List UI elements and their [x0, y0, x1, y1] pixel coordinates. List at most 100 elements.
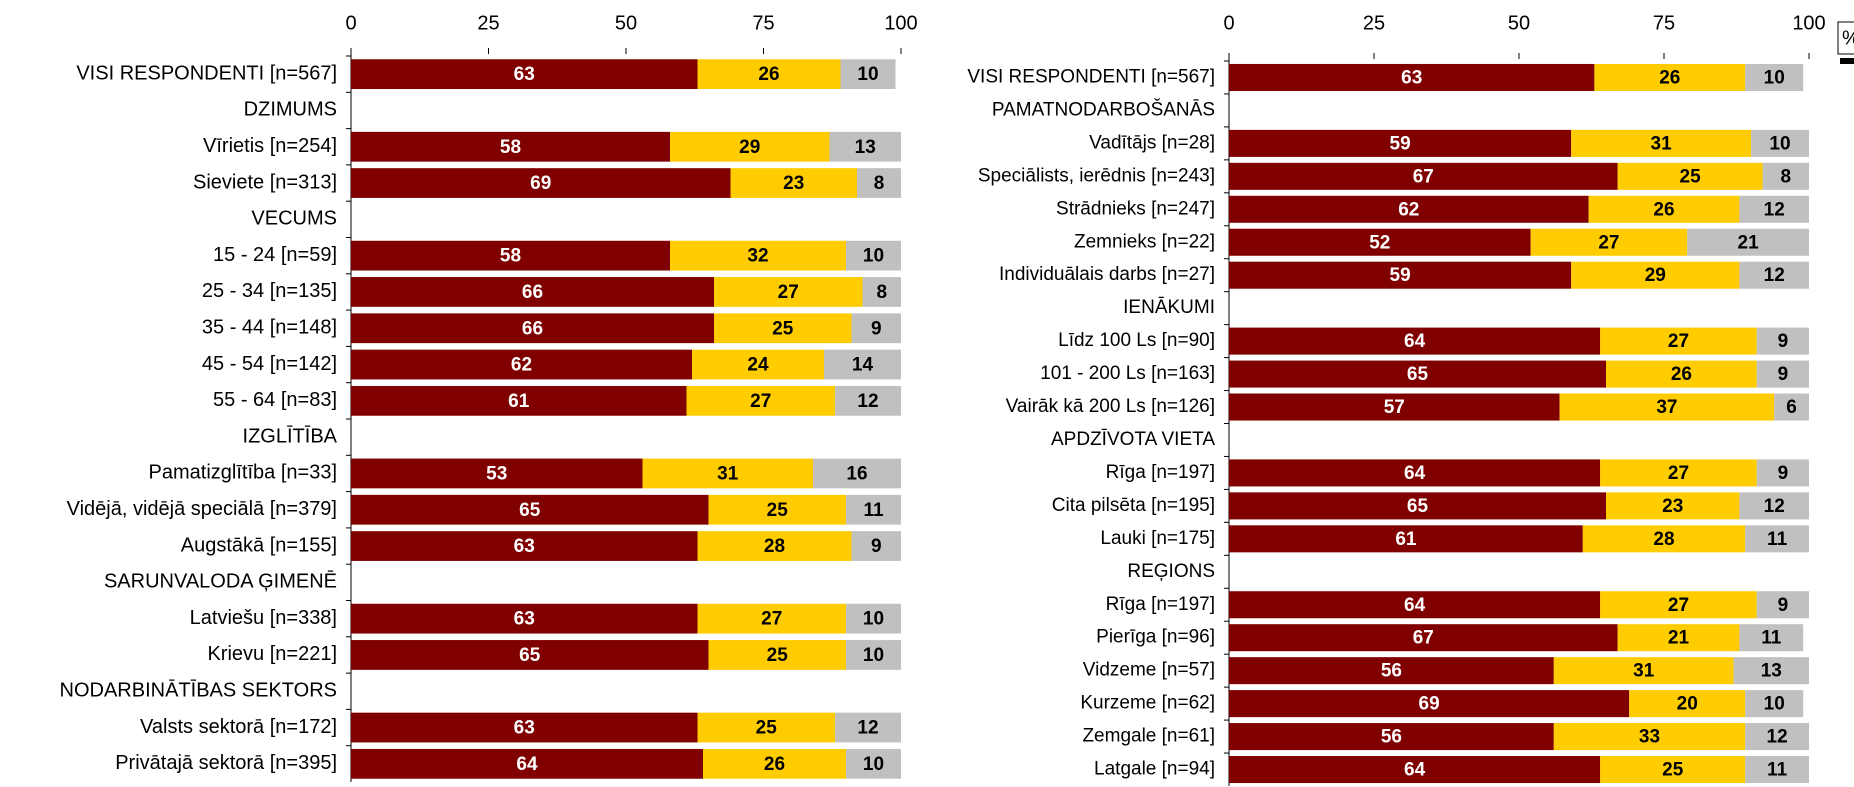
bar-segment [1600, 756, 1746, 784]
value-label: 64 [1404, 595, 1426, 616]
value-label: 69 [1419, 694, 1440, 715]
value-label: 12 [857, 391, 878, 412]
bar-segment [1582, 525, 1746, 553]
bar-segment [351, 712, 698, 743]
category-label: 45 - 54 [n=142] [202, 353, 337, 375]
bar-segment [1229, 228, 1531, 256]
value-label: 12 [1764, 199, 1785, 220]
bar-segment [1751, 129, 1809, 157]
x-tick-label: 0 [345, 12, 356, 34]
bar-segment [1553, 657, 1734, 685]
value-label: 13 [855, 137, 876, 158]
bar-segment [670, 131, 830, 162]
category-label: DZIMUMS [244, 99, 337, 121]
bar-segment [697, 59, 841, 90]
value-label: 66 [522, 318, 543, 339]
value-label: 6 [1786, 397, 1797, 418]
value-label: 69 [530, 173, 551, 194]
category-label: VISI RESPONDENTI [n=567] [967, 66, 1215, 87]
value-label: 63 [514, 64, 535, 85]
bar-segment [851, 531, 901, 561]
bar-segment [642, 458, 813, 489]
value-label: 10 [857, 64, 878, 85]
bar-segment [686, 385, 835, 416]
category-label: REĢIONS [1127, 561, 1215, 582]
value-label: 10 [863, 246, 884, 267]
bar-segment [697, 531, 852, 561]
value-label: 25 [767, 500, 789, 521]
category-label: PAMATNODARBOŠANĀS [992, 98, 1215, 120]
bar-segment [351, 531, 698, 561]
bar-segment [351, 603, 698, 634]
bar-segment [351, 640, 709, 670]
value-label: 56 [1381, 727, 1402, 748]
bar-segment [846, 603, 901, 634]
bar-segment [1600, 327, 1757, 355]
value-label: 26 [1671, 364, 1692, 385]
bar-segment [351, 168, 731, 198]
bar-segment [1745, 690, 1804, 718]
value-label: 27 [1668, 331, 1689, 352]
value-label: 67 [1413, 166, 1434, 187]
value-label: 9 [1778, 331, 1789, 352]
category-label: Speciālists, ierēdnis [n=243] [978, 165, 1215, 186]
x-tick-label: 75 [1653, 12, 1675, 34]
bar-segment [1229, 162, 1618, 190]
bar-segment [1229, 129, 1572, 157]
x-tick-label: 0 [1223, 12, 1234, 34]
x-tick-label: 25 [477, 12, 499, 34]
category-label: Cita pilsēta [n=195] [1052, 495, 1215, 516]
category-label: Augstākā [n=155] [181, 534, 337, 556]
bar-segment [835, 385, 901, 416]
value-label: 14 [852, 355, 874, 376]
bar-segment [1733, 657, 1809, 685]
x-tick-label: 50 [1508, 12, 1530, 34]
value-label: 58 [500, 137, 521, 158]
category-label: 101 - 200 Ls [n=163] [1040, 363, 1215, 384]
value-label: 9 [871, 318, 882, 339]
value-label: 27 [750, 391, 771, 412]
category-label: Valsts sektorā [n=172] [140, 716, 337, 738]
bar-segment [1229, 327, 1601, 355]
value-label: 11 [1767, 529, 1788, 550]
value-label: 23 [1662, 496, 1683, 517]
category-label: VISI RESPONDENTI [n=567] [76, 62, 337, 84]
x-tick-label: 75 [752, 12, 774, 34]
bar-segment [1600, 459, 1757, 487]
category-label: Pierīga [n=96] [1096, 627, 1215, 648]
value-label: 26 [758, 64, 779, 85]
value-label: 13 [1761, 661, 1782, 682]
category-label: VECUMS [251, 208, 337, 230]
bar-segment [351, 349, 692, 380]
annotation-key [1840, 58, 1854, 64]
value-label: 12 [1764, 265, 1785, 286]
value-label: 65 [519, 500, 541, 521]
bar-segment [708, 494, 846, 525]
bar-segment [1617, 624, 1740, 652]
bar-segment [1588, 195, 1740, 223]
value-label: 8 [874, 173, 885, 194]
value-label: 62 [511, 355, 532, 376]
value-label: 64 [1404, 463, 1426, 484]
bar-segment [1756, 459, 1809, 487]
category-label: APDZĪVOTA VIETA [1051, 429, 1215, 450]
bar-segment [824, 349, 901, 380]
value-label: 25 [1680, 166, 1702, 187]
value-label: 9 [1778, 463, 1789, 484]
bar-segment [708, 640, 846, 670]
value-label: 25 [767, 645, 789, 666]
category-label: Rīga [n=197] [1106, 462, 1215, 483]
value-label: 10 [1764, 67, 1785, 88]
x-tick-label: 100 [884, 12, 917, 34]
bar-segment [692, 349, 824, 380]
bar-segment [1739, 624, 1804, 652]
bar-segment [1687, 228, 1809, 256]
value-label: 57 [1384, 397, 1405, 418]
value-label: 26 [1659, 67, 1680, 88]
value-label: 28 [764, 536, 785, 557]
value-label: 27 [761, 609, 782, 630]
bar-segment [846, 640, 901, 670]
value-label: 12 [857, 718, 878, 739]
value-label: 12 [1764, 496, 1785, 517]
